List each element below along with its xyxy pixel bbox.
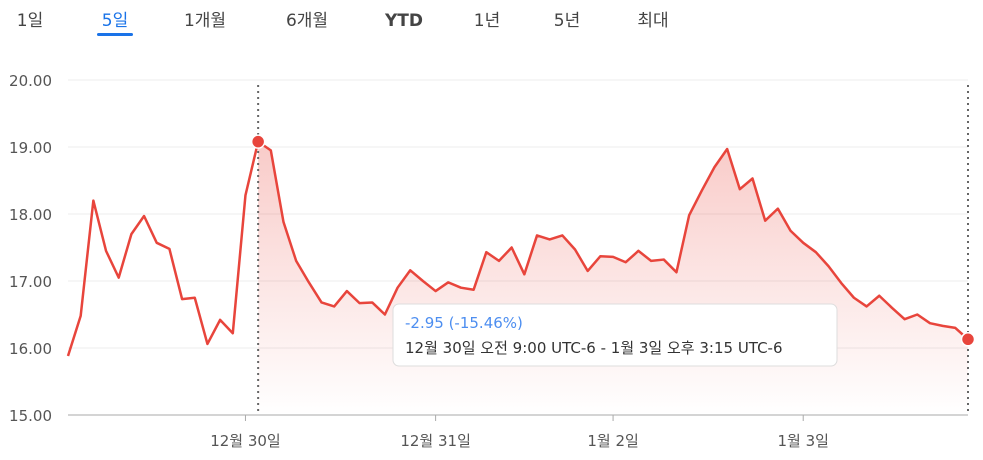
y-tick-label: 15.00 bbox=[9, 407, 52, 425]
plot: 15.00 16.00 17.00 18.00 19.00 20.00 12월 30일 12월… bbox=[9, 72, 976, 450]
y-tick-label: 18.00 bbox=[9, 206, 52, 224]
y-tick-label: 16.00 bbox=[9, 340, 52, 358]
tooltip-box bbox=[392, 303, 838, 367]
tab[interactable]: 1개월 bbox=[184, 11, 226, 31]
x-tick-label: 1월 3일 bbox=[777, 432, 828, 450]
x-tick-label: 1월 2일 bbox=[587, 432, 638, 450]
tooltip-change: -2.95 (-15.46%) bbox=[405, 314, 523, 332]
range-point bbox=[960, 332, 976, 347]
tab[interactable]: 최대 bbox=[637, 11, 668, 31]
y-tick-label: 20.00 bbox=[9, 72, 52, 90]
range-point bbox=[250, 134, 266, 149]
tooltip-range: 12월 30일 오전 9:00 UTC-6 - 1월 3일 오후 3:15 UT… bbox=[405, 339, 783, 357]
tab[interactable]: 1일 bbox=[17, 11, 43, 31]
tab-bar: 1일 5일 1개월 6개월 YTD 1년 5년 최대 bbox=[17, 11, 669, 36]
tab[interactable]: 5년 bbox=[554, 11, 580, 31]
price-line bbox=[66, 140, 969, 357]
y-tick-label: 17.00 bbox=[9, 273, 52, 291]
range-area bbox=[258, 141, 968, 415]
tab[interactable]: YTD bbox=[384, 11, 423, 31]
y-tick-label: 19.00 bbox=[9, 139, 52, 157]
x-tick-label: 12월 31일 bbox=[400, 432, 471, 450]
tab[interactable]: 1년 bbox=[474, 11, 500, 31]
x-tick-label: 12월 30일 bbox=[210, 432, 281, 450]
tab[interactable]: 6개월 bbox=[286, 11, 328, 31]
tab-underline bbox=[97, 33, 133, 36]
tab[interactable]: 5일 bbox=[102, 11, 128, 31]
